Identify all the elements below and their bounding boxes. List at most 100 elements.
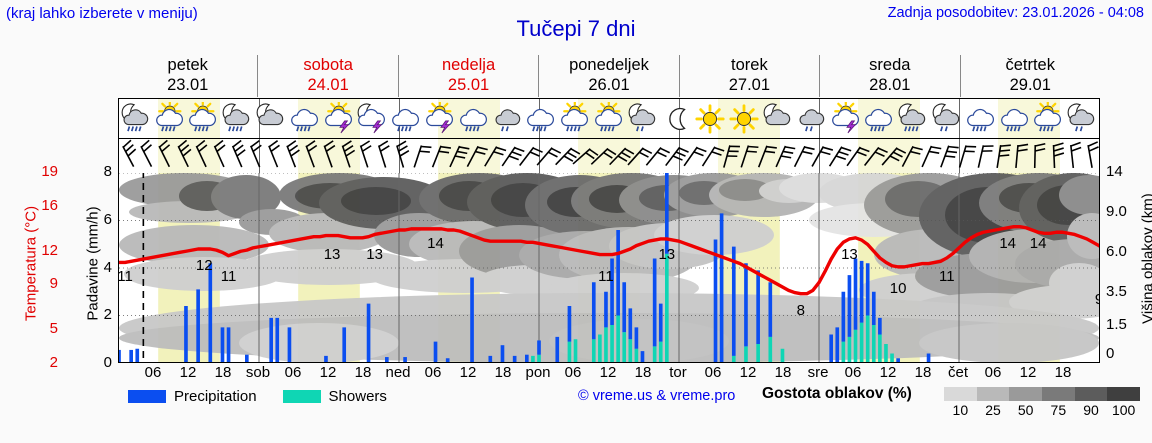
- precipitation-bar: [744, 263, 748, 347]
- x-tick-label: 12: [459, 364, 477, 381]
- wind-barb: [986, 141, 1012, 171]
- wind-barb: [877, 141, 907, 171]
- x-tick-label: 12: [599, 364, 617, 381]
- cloud-density-field: [119, 173, 1099, 362]
- precipitation-bar: [525, 354, 529, 362]
- wind-barb: [750, 141, 778, 171]
- cloud-height-tick: 0: [1106, 345, 1115, 362]
- chart-area[interactable]: 11 12 11 13 13 14 11 13 8 13 10 14 11 14 9: [118, 173, 1099, 362]
- precipitation-bar: [342, 327, 347, 362]
- sun-cloud-storm-icon: [830, 102, 862, 134]
- x-axis-tick-labels: 06 12 18 sob 06 12 18 ned 06 12 18 pon 06 12 18 tor 06 12…: [118, 364, 1100, 382]
- day-name: sreda: [869, 56, 911, 74]
- x-tick-label: sre: [807, 364, 829, 381]
- temperature-value-label: 11: [220, 268, 237, 286]
- precipitation-bar: [135, 348, 140, 362]
- precipitation-bar: [385, 357, 389, 362]
- temperature-tick: 16: [41, 196, 58, 214]
- temperature-value-label: 9: [1095, 291, 1099, 308]
- showers-bar: [658, 341, 663, 362]
- showers-bar: [628, 339, 633, 362]
- x-tick-label: 06: [284, 364, 302, 381]
- precipitation-bar: [604, 291, 608, 328]
- showers-legend-label: Showers: [328, 387, 387, 405]
- cloud-density-tick: 50: [1017, 402, 1034, 418]
- meteogram-plot[interactable]: 11 12 11 13 13 14 11 13 8 13 10 14 11 14 9: [118, 98, 1100, 363]
- temperature-value-label: 11: [118, 268, 133, 286]
- showers-bar: [884, 344, 888, 362]
- location-menu-note[interactable]: (kraj lahko izberete v meniju): [6, 5, 198, 22]
- temperature-value-label: 11: [939, 268, 955, 286]
- wind-barb: [478, 141, 507, 171]
- precipitation-bar: [220, 327, 225, 362]
- wind-barb: [787, 141, 815, 171]
- temperature-line: [119, 224, 1099, 296]
- precipitation-bar: [616, 230, 620, 316]
- precipitation-legend-label: Precipitation: [174, 387, 257, 405]
- showers-bar: [652, 346, 657, 362]
- cloud-height-tick: 9.0: [1106, 203, 1127, 220]
- wind-barb: [1022, 141, 1048, 171]
- showers-bar: [841, 341, 846, 362]
- showers-bar: [865, 315, 870, 362]
- precip-tick: 4: [103, 258, 112, 276]
- showers-bar: [604, 327, 608, 362]
- wind-barb: [260, 140, 286, 171]
- showers-bar: [622, 332, 627, 362]
- precipitation-bar: [269, 317, 273, 362]
- wind-barb: [369, 140, 395, 171]
- cloud-density-tick: 90: [1083, 402, 1099, 418]
- moon-cloud-rain-icon: [897, 102, 929, 134]
- cloud-density-tick: 100: [1111, 402, 1136, 418]
- wind-barb: [119, 139, 141, 171]
- precipitation-bar: [433, 341, 438, 362]
- cloud-rain-icon: [999, 102, 1031, 134]
- moon-cloud-icon: [255, 102, 287, 134]
- cloud-rain-light-icon: [492, 102, 524, 134]
- wind-barb: [968, 141, 994, 171]
- x-tick-label: 18: [494, 364, 512, 381]
- day-name: torek: [731, 56, 768, 74]
- wind-barb: [551, 141, 580, 171]
- day-header-nedelja: nedelja 25.01: [397, 55, 538, 97]
- showers-bar: [537, 354, 541, 362]
- precipitation-bar: [226, 327, 231, 362]
- temperature-value-label: 10: [889, 279, 907, 297]
- temperature-value-label: 8: [796, 301, 805, 319]
- wind-barb: [405, 141, 432, 171]
- credit-link[interactable]: © vreme.us & vreme.pro: [578, 388, 736, 404]
- precipitation-bar: [555, 336, 560, 362]
- precipitation-bar: [184, 306, 188, 362]
- sun-cloud-storm-icon: [424, 102, 456, 134]
- cloud-rain-icon: [525, 102, 557, 134]
- wind-barb: [932, 141, 959, 171]
- wind-barb: [351, 140, 377, 171]
- precipitation-bar: [847, 275, 852, 337]
- day-date: 26.01: [588, 76, 630, 94]
- cloud-rain-light-icon: [796, 102, 828, 134]
- showers-bar: [890, 353, 894, 362]
- moon-icon: [661, 102, 693, 134]
- precipitation-swatch: [128, 389, 166, 403]
- wind-barb: [460, 141, 488, 171]
- temperature-value-label: 13: [323, 246, 341, 264]
- showers-bar: [616, 315, 620, 362]
- wind-barb: [514, 141, 544, 171]
- precipitation-bar: [196, 289, 200, 362]
- wind-barb: [587, 141, 617, 171]
- wind-barb: [424, 141, 451, 171]
- temperature-value-label: 14: [1029, 234, 1047, 252]
- wind-barb: [532, 141, 562, 171]
- precipitation-bar: [841, 291, 846, 342]
- x-tick-label: sob: [245, 364, 271, 381]
- precipitation-bar: [324, 355, 328, 362]
- cloud-density-tick: 75: [1050, 402, 1067, 418]
- wind-barb: [206, 139, 232, 171]
- wind-barb: [387, 140, 413, 171]
- day-header-četrtek: četrtek 29.01: [959, 55, 1100, 97]
- sun-cloud-storm-icon: [323, 102, 355, 134]
- day-header-torek: torek 27.01: [678, 55, 819, 97]
- daylight-band: [158, 139, 220, 173]
- precipitation-bar: [610, 258, 614, 325]
- showers-bar: [531, 355, 535, 362]
